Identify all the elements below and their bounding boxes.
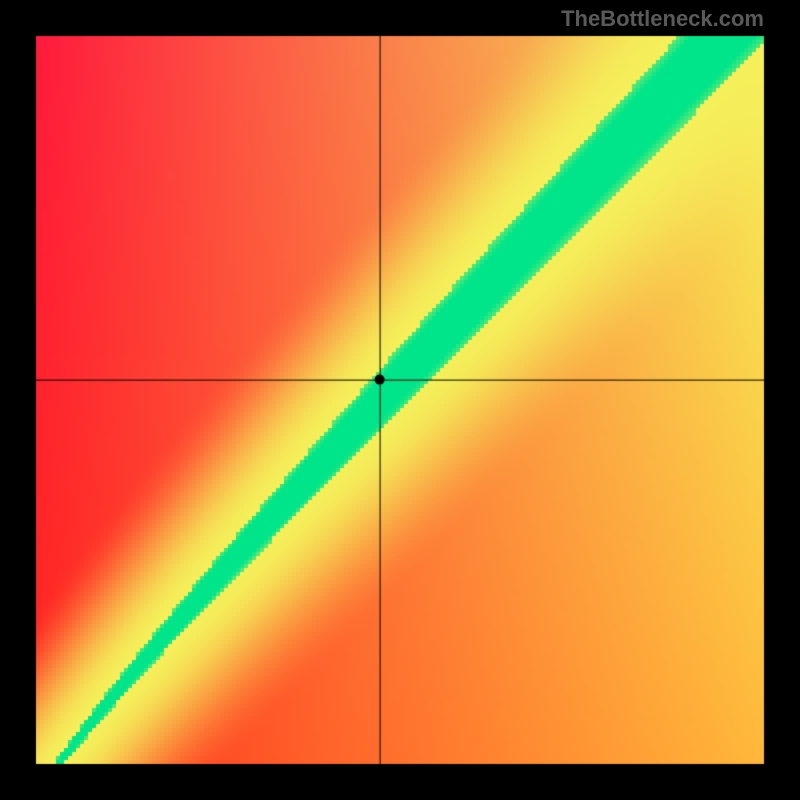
heatmap-canvas — [0, 0, 800, 800]
chart-container: TheBottleneck.com — [0, 0, 800, 800]
watermark-text: TheBottleneck.com — [561, 6, 764, 32]
